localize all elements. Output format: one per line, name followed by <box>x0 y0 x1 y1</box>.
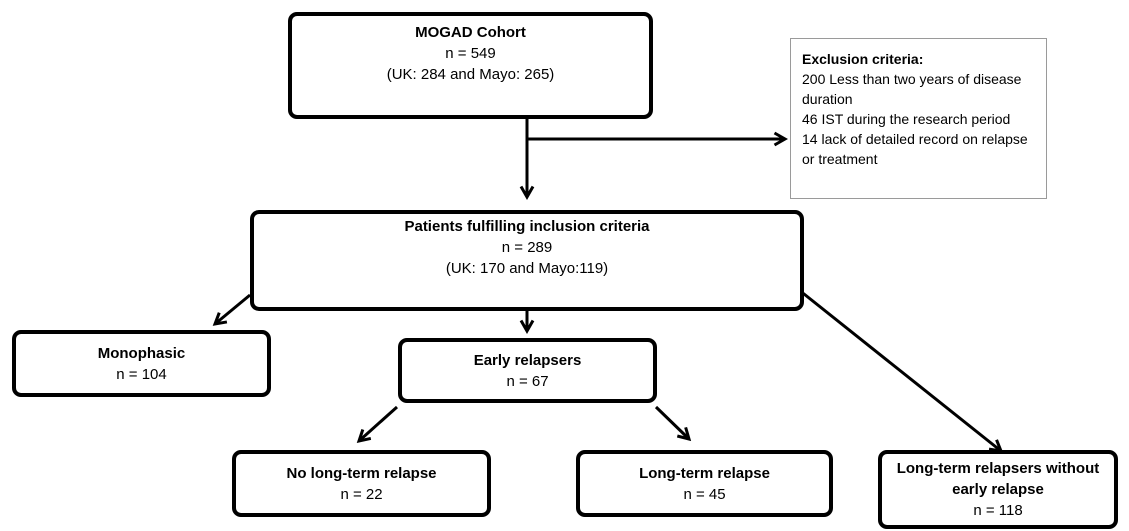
exclusion-title: Exclusion criteria: <box>802 51 924 67</box>
node-line: n = 67 <box>506 372 549 390</box>
node-line: n = 45 <box>683 485 726 503</box>
monophasic-box: Monophasic n = 104 <box>12 330 271 397</box>
node-title: Early relapsers <box>473 351 582 369</box>
node-line: n = 118 <box>973 502 1023 519</box>
node-title: Monophasic <box>97 344 186 362</box>
long-term-box: Long-term relapse n = 45 <box>576 450 833 517</box>
node-line: n = 22 <box>340 485 383 503</box>
early-relapsers-box: Early relapsers n = 67 <box>398 338 657 403</box>
arrow <box>212 293 251 326</box>
arrow <box>798 288 1004 453</box>
arrow <box>356 405 399 444</box>
node-line: (UK: 170 and Mayo:119) <box>445 260 609 277</box>
node-line: n = 104 <box>116 365 167 383</box>
node-line: n = 289 <box>501 239 553 256</box>
node-line: (UK: 284 and Mayo: 265) <box>386 66 555 83</box>
node-title: Long-term relapse <box>639 464 770 482</box>
exclusion-box: Exclusion criteria: 200 Less than two ye… <box>790 38 1047 199</box>
node-title: Long-term relapsers without early relaps… <box>896 460 1100 498</box>
arrow <box>654 405 692 442</box>
node-line: n = 549 <box>445 45 496 62</box>
exclusion-item: 46 IST during the research period <box>802 111 1011 127</box>
no-long-term-box: No long-term relapse n = 22 <box>232 450 491 517</box>
inclusion-box: Patients fulfilling inclusion criteria n… <box>250 210 804 311</box>
node-title: Patients fulfilling inclusion criteria <box>404 218 650 235</box>
cohort-box: MOGAD Cohort n = 549 (UK: 284 and Mayo: … <box>288 12 653 119</box>
exclusion-item: 14 lack of detailed record on relapse or… <box>802 131 1028 167</box>
node-title: MOGAD Cohort <box>415 24 526 41</box>
exclusion-item: 200 Less than two years of disease durat… <box>802 71 1022 107</box>
late-relapsers-box: Long-term relapsers without early relaps… <box>878 450 1118 529</box>
node-title: No long-term relapse <box>286 464 437 482</box>
